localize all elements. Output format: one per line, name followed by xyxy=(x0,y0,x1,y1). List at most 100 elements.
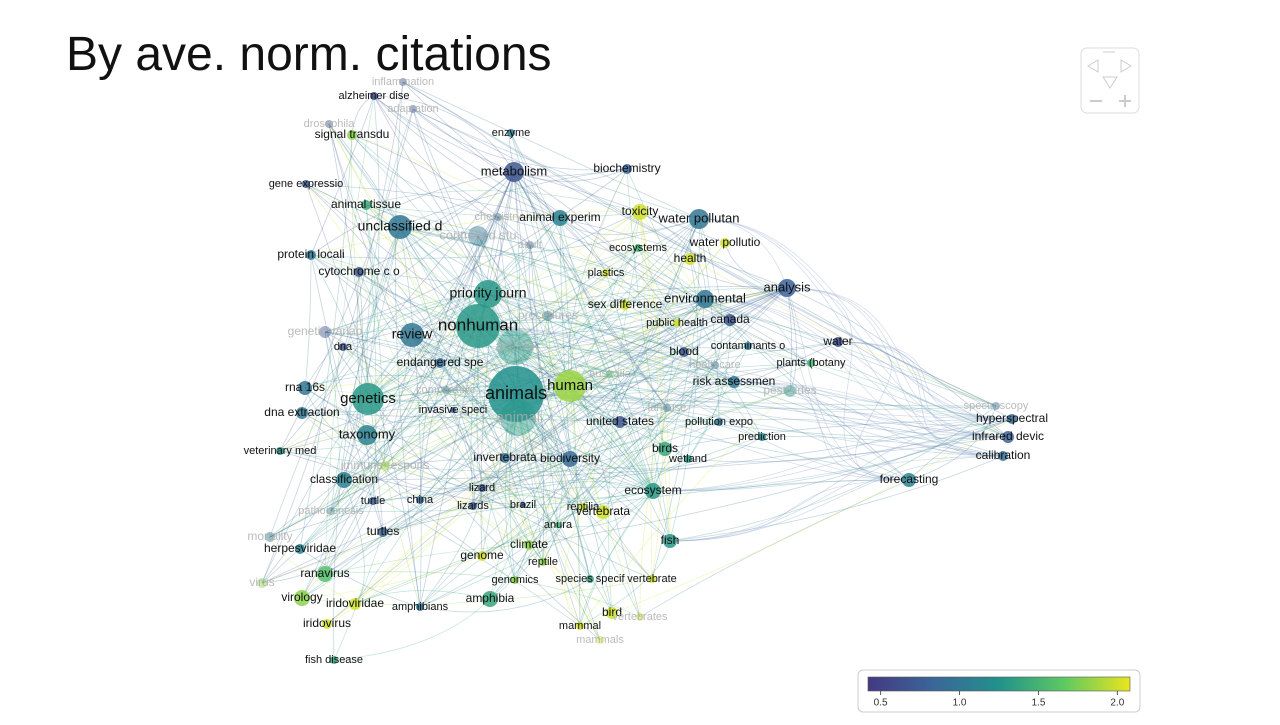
edge xyxy=(908,418,1013,481)
node xyxy=(477,551,487,561)
edge xyxy=(365,204,1009,438)
node-label: ranavirus xyxy=(300,566,349,580)
node-label: brazil xyxy=(510,499,536,511)
edge xyxy=(477,325,910,481)
color-tick-label: 1.5 xyxy=(1032,698,1046,709)
edge xyxy=(279,287,788,452)
edge xyxy=(481,487,516,581)
edge xyxy=(513,171,726,244)
edge xyxy=(639,211,731,321)
edge xyxy=(324,95,375,575)
node xyxy=(684,253,696,265)
edge xyxy=(269,373,611,538)
edge xyxy=(514,298,706,581)
edge xyxy=(542,218,700,563)
node xyxy=(468,226,488,246)
edge xyxy=(261,171,515,584)
edge xyxy=(330,171,515,512)
edge xyxy=(504,287,788,459)
edge xyxy=(786,287,1004,457)
node xyxy=(357,425,377,445)
edge xyxy=(579,490,654,627)
edge xyxy=(514,346,763,438)
edge xyxy=(698,218,910,481)
edge xyxy=(358,271,530,546)
node xyxy=(992,402,1000,410)
edge xyxy=(557,490,654,528)
node-label: health xyxy=(674,251,707,265)
edge xyxy=(330,211,641,512)
edge xyxy=(399,226,654,492)
node xyxy=(302,180,310,188)
node xyxy=(511,576,519,584)
edge xyxy=(619,379,735,423)
node xyxy=(586,575,594,583)
zoom-buttons[interactable] xyxy=(1090,95,1131,107)
navigation-control[interactable] xyxy=(1080,47,1140,114)
edge xyxy=(261,81,404,584)
edge xyxy=(569,168,628,387)
nav-arrows[interactable] xyxy=(1087,51,1132,89)
node xyxy=(902,473,916,487)
edge xyxy=(419,578,591,613)
node xyxy=(497,329,533,365)
edge xyxy=(354,458,689,605)
edge xyxy=(698,218,720,423)
edge xyxy=(704,298,997,407)
edge xyxy=(411,334,668,409)
node-label: plastics xyxy=(588,267,625,279)
node-label: gene expressio xyxy=(269,178,344,190)
edge xyxy=(487,293,910,481)
edge xyxy=(367,298,706,400)
node-label: ecosystems xyxy=(609,242,668,254)
edge xyxy=(559,217,654,492)
node xyxy=(330,656,338,664)
edge xyxy=(365,204,377,502)
edge xyxy=(810,362,1009,438)
edge xyxy=(301,412,613,614)
edge xyxy=(487,293,735,383)
edge xyxy=(445,389,613,614)
node xyxy=(596,636,604,644)
edge xyxy=(569,436,763,470)
node xyxy=(696,290,714,308)
edge xyxy=(513,171,668,409)
node-label: comparative xyxy=(416,384,476,396)
node-label: forecasting xyxy=(880,472,939,486)
node xyxy=(504,162,524,182)
edge xyxy=(652,479,910,492)
edge xyxy=(704,298,812,364)
edge xyxy=(582,479,910,508)
edge xyxy=(411,216,499,336)
edge xyxy=(733,381,1009,438)
edge xyxy=(529,244,604,513)
color-tick-label: 1.0 xyxy=(953,698,967,709)
node xyxy=(409,105,417,113)
node xyxy=(645,483,661,499)
edge xyxy=(342,346,601,641)
edge xyxy=(279,450,689,473)
edge xyxy=(733,381,1013,420)
edge xyxy=(354,590,491,605)
edge xyxy=(477,325,544,563)
edge xyxy=(477,325,1013,420)
node-label: calibration xyxy=(976,448,1031,462)
node xyxy=(684,455,692,463)
edge xyxy=(724,242,788,289)
edge xyxy=(568,168,628,387)
node xyxy=(724,314,736,326)
edge xyxy=(301,531,384,599)
node xyxy=(482,591,498,607)
node xyxy=(456,304,500,348)
node-label: analysis xyxy=(764,279,811,294)
edge xyxy=(514,315,550,349)
node-label: animals xyxy=(485,383,547,403)
color-legend: 0.5 1.0 1.5 2.0 xyxy=(857,669,1141,713)
node xyxy=(658,442,672,456)
edge xyxy=(528,244,584,508)
edge xyxy=(384,465,483,490)
edge xyxy=(399,226,626,306)
edge xyxy=(402,81,997,407)
edge xyxy=(704,298,910,481)
edge xyxy=(517,345,749,419)
